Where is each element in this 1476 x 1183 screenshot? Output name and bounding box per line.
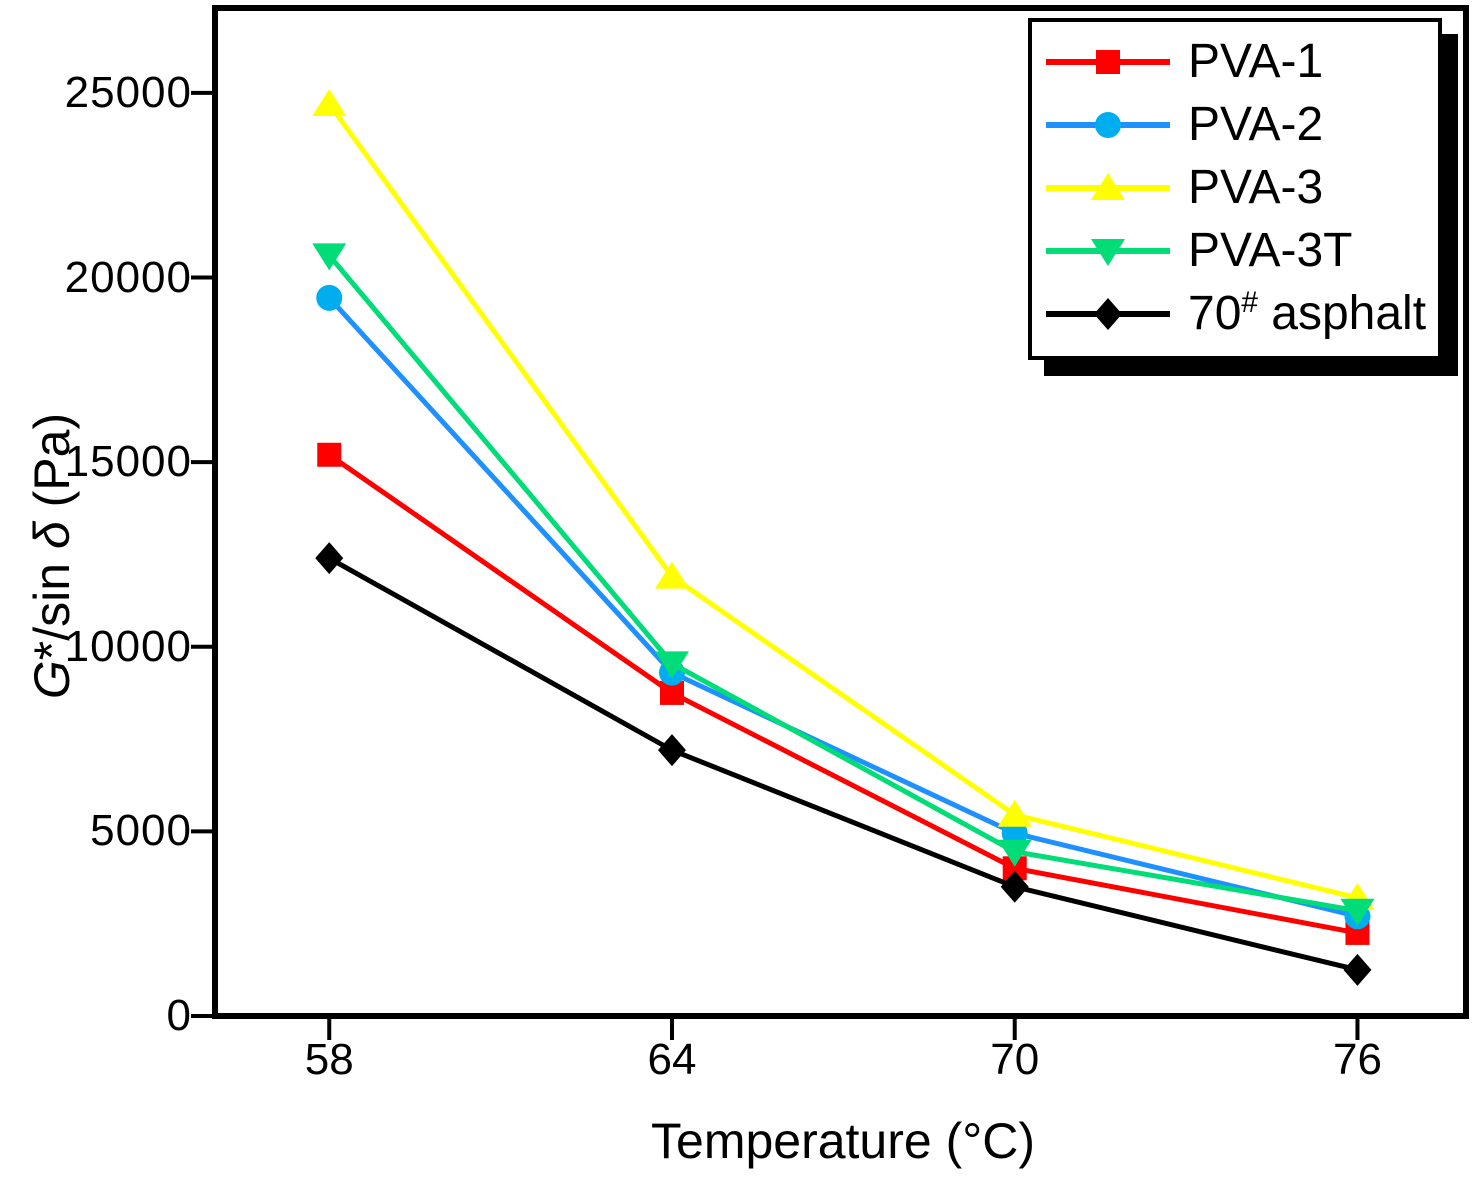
triangle-up-marker-icon: [654, 561, 689, 589]
x-axis-title: Temperature (°C): [651, 1113, 1035, 1169]
diamond-marker-icon: [657, 734, 686, 767]
diamond-marker-icon: [315, 542, 344, 575]
triangle-down-marker-icon: [997, 839, 1032, 867]
series-line: [327, 102, 1359, 901]
legend-label: PVA-2: [1188, 97, 1324, 151]
series-line: [327, 253, 1358, 914]
legend-swatch-pva-1: [1046, 49, 1170, 74]
triangle-down-marker-icon: [654, 651, 689, 679]
y-axis-tick-label: 0: [166, 991, 192, 1040]
legend-swatch-pva-2: [1046, 111, 1170, 138]
legend-label: PVA-3T: [1188, 224, 1353, 278]
legend-label: 70# asphalt: [1188, 286, 1427, 341]
triangle-up-marker-icon: [1091, 172, 1125, 200]
legend-item-pva-3t: PVA-3T: [1042, 227, 1434, 275]
x-axis-tick-label: 76: [1332, 1035, 1382, 1084]
series-line: [328, 555, 1359, 973]
diamond-marker-icon: [1343, 953, 1372, 986]
legend-swatch-pva-3t: [1046, 239, 1170, 267]
series-line: [327, 452, 1358, 936]
series-line: [327, 296, 1359, 919]
square-marker-icon: [1096, 49, 1120, 74]
triangle-up-marker-icon: [312, 89, 347, 116]
series-pva-2: [316, 284, 1371, 930]
circle-marker-icon: [316, 284, 343, 311]
diamond-marker-icon: [1000, 870, 1029, 903]
triangle-down-marker-icon: [312, 243, 347, 271]
y-axis-tick-label: 25000: [64, 67, 192, 117]
y-axis-tick-label: 10000: [64, 621, 192, 671]
legend-item-pva-2: PVA-2: [1042, 97, 1434, 151]
legend-label: PVA-1: [1188, 34, 1324, 88]
y-axis-title: G*/sin δ (Pa): [24, 412, 80, 700]
x-axis-tick-label: 64: [647, 1035, 697, 1084]
triangle-down-marker-icon: [1091, 239, 1125, 267]
legend-swatch-70-asphalt: [1046, 298, 1170, 331]
legend-swatch-pva-3: [1046, 172, 1170, 200]
x-axis-tick-label: 58: [304, 1035, 354, 1084]
circle-marker-icon: [1095, 111, 1121, 138]
diamond-marker-icon: [1094, 298, 1122, 331]
legend-item-70-asphalt: 70# asphalt: [1042, 286, 1434, 341]
triangle-up-marker-icon: [997, 799, 1032, 827]
series-70-asphalt: [315, 542, 1372, 986]
triangle-down-marker-icon: [1340, 898, 1375, 926]
x-axis-tick-label: 70: [990, 1035, 1040, 1084]
legend-item-pva-3: PVA-3: [1042, 160, 1434, 214]
series-pva-3t: [312, 243, 1375, 926]
plot-frame: [212, 5, 1469, 1019]
series-pva-1: [317, 442, 1370, 945]
y-axis-tick-label: 20000: [64, 252, 192, 302]
legend: PVA-1 PVA-2 PVA-3 PVA-3T 70# asphalt: [1028, 18, 1442, 360]
legend-label: PVA-3: [1188, 160, 1324, 214]
legend-item-pva-1: PVA-1: [1042, 34, 1434, 88]
square-marker-icon: [317, 442, 342, 467]
y-axis-tick-label: 15000: [64, 437, 192, 487]
y-axis-tick-label: 5000: [90, 806, 192, 856]
